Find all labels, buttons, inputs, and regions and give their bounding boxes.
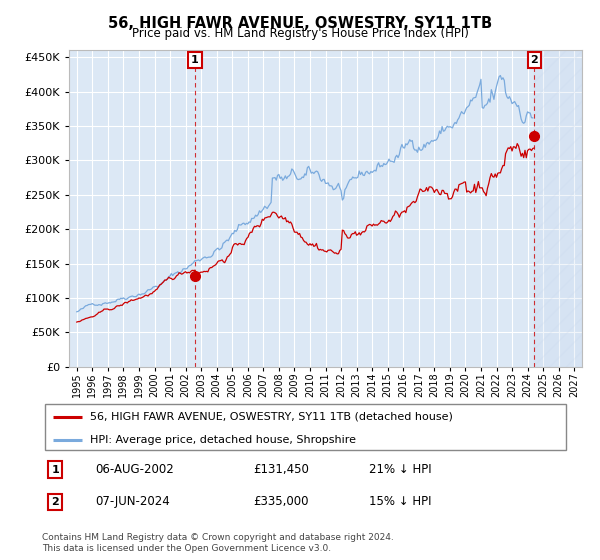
Text: 07-JUN-2024: 07-JUN-2024 (95, 496, 170, 508)
Bar (534, 50, 582, 367)
Text: Contains HM Land Registry data © Crown copyright and database right 2024.: Contains HM Land Registry data © Crown c… (42, 533, 394, 542)
Text: 2: 2 (52, 497, 59, 507)
Text: 21% ↓ HPI: 21% ↓ HPI (370, 463, 432, 476)
Text: 15% ↓ HPI: 15% ↓ HPI (370, 496, 432, 508)
Text: £335,000: £335,000 (253, 496, 309, 508)
FancyBboxPatch shape (44, 404, 566, 450)
Text: 56, HIGH FAWR AVENUE, OSWESTRY, SY11 1TB (detached house): 56, HIGH FAWR AVENUE, OSWESTRY, SY11 1TB… (89, 412, 452, 422)
Text: 1: 1 (52, 465, 59, 475)
Text: Price paid vs. HM Land Registry's House Price Index (HPI): Price paid vs. HM Land Registry's House … (131, 27, 469, 40)
Text: 56, HIGH FAWR AVENUE, OSWESTRY, SY11 1TB: 56, HIGH FAWR AVENUE, OSWESTRY, SY11 1TB (108, 16, 492, 31)
Text: This data is licensed under the Open Government Licence v3.0.: This data is licensed under the Open Gov… (42, 544, 331, 553)
Text: 06-AUG-2002: 06-AUG-2002 (95, 463, 173, 476)
Text: £131,450: £131,450 (253, 463, 309, 476)
Text: 2: 2 (530, 55, 538, 65)
Text: HPI: Average price, detached house, Shropshire: HPI: Average price, detached house, Shro… (89, 435, 356, 445)
Text: 1: 1 (191, 55, 199, 65)
